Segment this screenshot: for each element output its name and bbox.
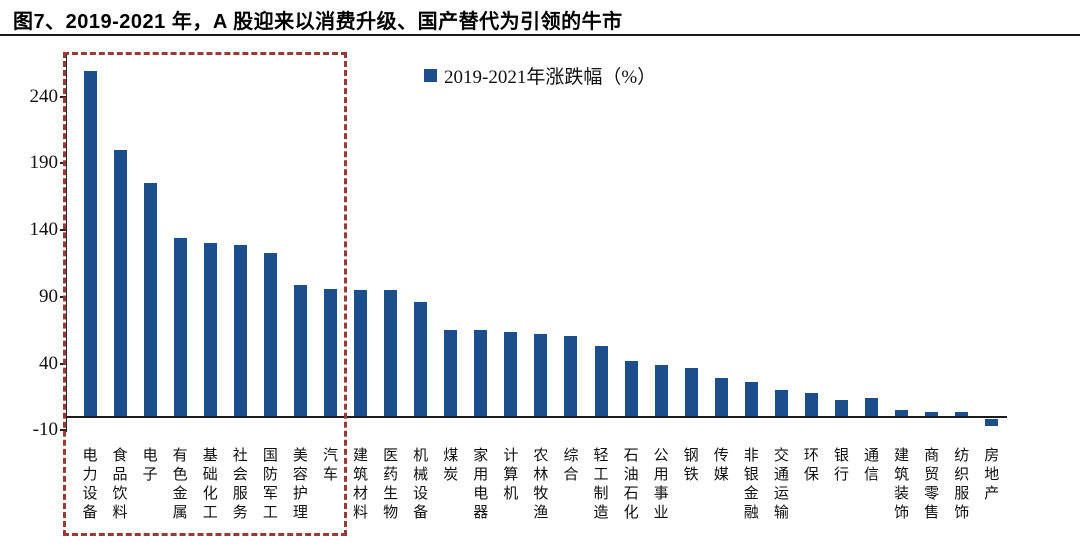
bar-美容护理: [293, 284, 307, 417]
bar-有色金属: [173, 238, 187, 417]
x-category-label: 通信: [864, 448, 880, 483]
bar-非银金融: [744, 382, 758, 417]
legend-label: 2019-2021年涨跌幅（%）: [444, 67, 657, 88]
x-category-label: 轻工制造: [593, 448, 609, 521]
x-axis-line: [66, 416, 1007, 418]
bar-电子: [143, 183, 157, 417]
highlight-dashed-box: [63, 52, 347, 536]
y-tick-label: 40: [39, 352, 58, 374]
chart-legend: 2019-2021年涨跌幅（%）: [424, 62, 656, 89]
bar-汽车: [323, 288, 337, 417]
bar-医药生物: [384, 290, 398, 417]
bar-煤炭: [444, 330, 458, 417]
x-category-label: 银行: [833, 448, 849, 483]
bar-社会服务: [233, 244, 247, 417]
y-tick-label: 190: [29, 152, 59, 174]
bar-轻工制造: [594, 346, 608, 417]
figure-title: 图7、2019-2021 年，A 股迎来以消费升级、国产替代为引领的牛市: [13, 11, 623, 33]
x-category-label: 建筑装饰: [894, 448, 910, 521]
bar-计算机: [504, 331, 518, 417]
x-category-label: 社会服务: [232, 448, 248, 521]
bar-房地产: [985, 419, 999, 426]
x-category-label: 商贸零售: [924, 448, 940, 521]
x-category-label: 公用事业: [653, 448, 669, 521]
bar-商贸零售: [925, 411, 939, 417]
bar-传媒: [714, 378, 728, 417]
bar-银行: [835, 399, 848, 417]
x-category-label: 电力设备: [82, 448, 98, 521]
x-category-label: 建筑材料: [353, 448, 369, 521]
bar-综合: [564, 335, 578, 417]
x-category-label: 食品饮料: [112, 448, 128, 521]
x-category-label: 有色金属: [172, 448, 188, 521]
x-category-label: 机械设备: [413, 448, 429, 521]
x-category-label: 房地产: [984, 448, 1000, 502]
bar-环保: [804, 392, 818, 417]
y-axis-line: [66, 52, 67, 432]
x-category-label: 基础化工: [202, 448, 218, 521]
y-tick-label: 240: [29, 85, 59, 107]
legend-marker-swatch: [424, 69, 437, 82]
bar-交通运输: [774, 390, 788, 417]
bar-机械设备: [414, 302, 428, 417]
bar-农林牧渔: [534, 334, 548, 417]
bar-建筑装饰: [895, 410, 909, 417]
x-category-label: 交通运输: [773, 448, 789, 521]
x-category-label: 煤炭: [443, 448, 459, 483]
bar-基础化工: [203, 243, 217, 417]
x-category-label: 纺织服饰: [954, 448, 970, 521]
x-category-label: 农林牧渔: [533, 448, 549, 521]
x-category-label: 钢铁: [683, 448, 699, 483]
y-tick-label: 90: [39, 285, 58, 307]
bar-国防军工: [263, 252, 277, 417]
y-tick-label: 140: [29, 219, 59, 241]
bar-建筑材料: [354, 290, 368, 417]
bar-钢铁: [684, 367, 698, 417]
title-underline: [0, 34, 1080, 36]
x-category-label: 传媒: [713, 448, 729, 483]
bar-通信: [865, 398, 879, 417]
x-category-label: 计算机: [503, 448, 519, 502]
x-category-label: 非银金融: [743, 448, 759, 521]
x-category-label: 综合: [563, 448, 579, 483]
bar-食品饮料: [113, 150, 127, 417]
x-category-label: 美容护理: [292, 448, 308, 521]
x-category-label: 家用电器: [473, 448, 489, 521]
x-category-label: 电子: [142, 448, 158, 483]
x-category-label: 汽车: [322, 448, 338, 483]
x-category-label: 环保: [803, 448, 819, 483]
bar-石油石化: [624, 360, 638, 417]
y-tick-label: -10: [32, 419, 58, 441]
bar-公用事业: [654, 364, 668, 417]
x-category-label: 石油石化: [623, 448, 639, 521]
x-category-label: 医药生物: [383, 448, 399, 521]
x-category-label: 国防军工: [262, 448, 278, 521]
bar-纺织服饰: [955, 411, 969, 417]
bar-电力设备: [83, 71, 97, 417]
bar-家用电器: [474, 330, 488, 417]
